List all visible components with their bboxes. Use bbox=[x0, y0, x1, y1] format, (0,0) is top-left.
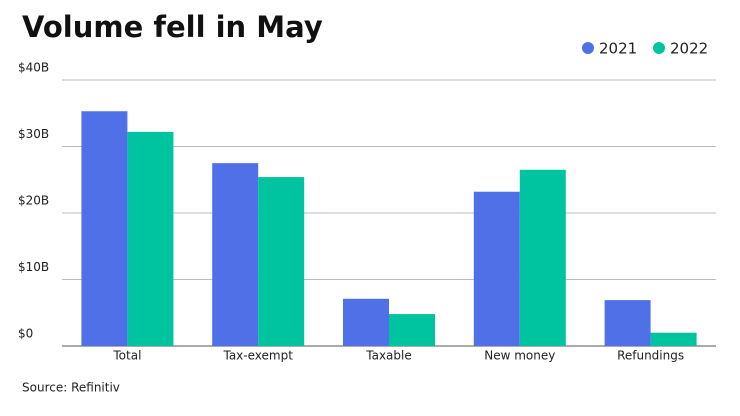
y-tick-label: $40B bbox=[18, 61, 49, 75]
source: Source: Refinitiv bbox=[22, 381, 120, 395]
chart-title: Volume fell in May bbox=[22, 10, 323, 44]
bar bbox=[81, 111, 128, 346]
y-tick-label: $30B bbox=[18, 127, 49, 141]
x-tick-label: Refundings bbox=[617, 349, 684, 363]
legend-label: 2021 bbox=[599, 40, 637, 58]
legend-marker bbox=[582, 42, 594, 54]
legend-marker bbox=[653, 42, 665, 54]
y-tick-label: $0 bbox=[18, 327, 33, 341]
x-tick-label: Total bbox=[112, 349, 141, 363]
bar bbox=[343, 298, 389, 346]
x-tick-label: Tax-exempt bbox=[222, 349, 293, 363]
y-tick-label: $10B bbox=[18, 260, 49, 274]
x-tick-label: New money bbox=[484, 349, 555, 363]
bar bbox=[604, 300, 651, 346]
legend-label: 2022 bbox=[670, 40, 708, 58]
bar bbox=[389, 314, 435, 346]
bar bbox=[212, 163, 259, 346]
bar bbox=[650, 332, 697, 346]
bar bbox=[519, 169, 566, 346]
bar bbox=[258, 177, 305, 346]
bar bbox=[127, 131, 174, 346]
y-tick-label: $20B bbox=[18, 194, 49, 208]
bar bbox=[473, 191, 520, 346]
x-tick-label: Taxable bbox=[365, 349, 412, 363]
